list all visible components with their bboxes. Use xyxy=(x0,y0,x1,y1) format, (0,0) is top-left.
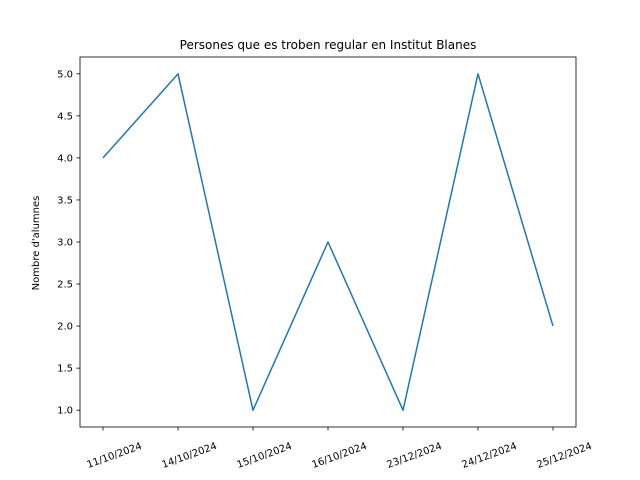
y-tick-label: 1.0 xyxy=(57,406,73,417)
y-axis: 1.0 1.5 2.0 2.5 3.0 3.5 4.0 4.5 5.0 xyxy=(57,69,80,417)
x-axis: 11/10/2024 14/10/2024 15/10/2024 16/10/2024… xyxy=(86,427,594,471)
y-tick-label: 3.0 xyxy=(57,238,73,249)
x-tick-label: 11/10/2024 xyxy=(86,441,144,471)
y-axis-label: Nombre d'alumnes xyxy=(31,196,42,291)
chart-title: Persones que es troben regular en Instit… xyxy=(180,38,477,52)
y-tick-label: 4.0 xyxy=(57,153,73,164)
y-tick-label: 3.5 xyxy=(57,195,73,206)
y-tick-label: 4.5 xyxy=(57,111,73,122)
x-tick-label: 23/12/2024 xyxy=(386,441,444,471)
x-tick-label: 24/12/2024 xyxy=(461,441,519,471)
x-tick-label: 25/12/2024 xyxy=(536,441,594,471)
y-tick-label: 2.0 xyxy=(57,322,73,333)
y-tick-label: 1.5 xyxy=(57,364,73,375)
y-tick-label: 2.5 xyxy=(57,280,73,291)
x-tick-label: 14/10/2024 xyxy=(161,441,219,471)
series-line-0 xyxy=(102,73,554,411)
x-tick-label: 15/10/2024 xyxy=(236,441,294,471)
y-tick-label: 5.0 xyxy=(57,69,73,80)
x-tick-label: 16/10/2024 xyxy=(311,441,369,471)
series-layer xyxy=(102,73,554,411)
